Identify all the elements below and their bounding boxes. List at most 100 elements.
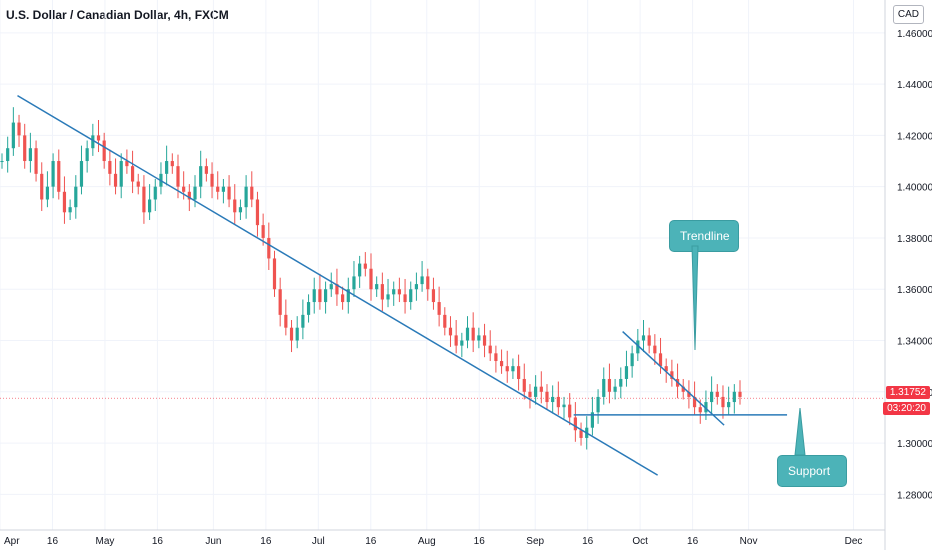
candle-body [465, 327, 470, 341]
candle-body [443, 314, 447, 328]
candle-body [346, 289, 350, 303]
last-price-label: 1.31752 [885, 386, 930, 399]
candle-body [522, 378, 526, 392]
candle-body [34, 148, 38, 174]
y-tick-label: 1.34000 [897, 337, 932, 348]
candle-body [556, 396, 560, 408]
x-tick-label: 16 [47, 536, 59, 547]
x-tick-label: Oct [632, 536, 648, 547]
candle-body [624, 366, 629, 379]
candle-body [96, 135, 101, 141]
candle-body [238, 207, 243, 213]
candle-body [488, 345, 492, 354]
candle-body [306, 302, 311, 315]
candle-body [170, 161, 174, 167]
candle-body [573, 417, 577, 431]
candle-body [227, 186, 231, 200]
y-tick-label: 1.38000 [897, 234, 932, 245]
candles [0, 107, 742, 450]
candle-body [148, 199, 152, 213]
candle-body [153, 186, 157, 200]
candle-body [636, 340, 640, 354]
candle-body [62, 191, 67, 213]
candle-body [670, 371, 674, 379]
candle-body [244, 186, 248, 208]
x-tick-label: Dec [845, 536, 863, 547]
y-tick-label: 1.30000 [897, 439, 932, 450]
candle-body [505, 366, 509, 372]
y-tick-label: 1.42000 [897, 131, 932, 142]
candle-body [630, 353, 634, 367]
y-tick-label: 1.28000 [897, 490, 932, 501]
candle-body [528, 391, 532, 397]
candle-body [0, 161, 4, 163]
candle-body [715, 391, 719, 397]
candle-body [341, 294, 345, 303]
candle-body [57, 161, 61, 192]
candle-body [6, 148, 10, 162]
x-tick-label: 16 [365, 536, 377, 547]
candle-body [369, 268, 373, 290]
short-trendline[interactable] [622, 330, 725, 426]
countdown-label: 03:20:20 [883, 402, 930, 415]
candle-body [204, 166, 208, 174]
candle-body [45, 186, 50, 200]
currency-button[interactable]: CAD [892, 5, 924, 24]
candle-body [113, 173, 118, 187]
candle-body [499, 361, 504, 367]
y-tick-label: 1.44000 [897, 80, 932, 91]
candle-body [125, 161, 129, 167]
candle-body [664, 366, 668, 372]
candle-body [386, 294, 390, 300]
candle-body [312, 289, 316, 303]
x-tick-label: 16 [152, 536, 164, 547]
candle-body [142, 186, 146, 213]
candle-body [579, 430, 583, 438]
x-tick-label: 16 [582, 536, 594, 547]
candle-body [534, 386, 538, 397]
candle-body [448, 327, 453, 336]
candle-body [727, 402, 731, 408]
x-tick-label: 16 [260, 536, 272, 547]
y-axis: 1.46000 1.44000 1.42000 1.40000 1.38000 1.360… [884, 0, 932, 550]
candle-body [352, 276, 356, 290]
candle-body [51, 161, 55, 187]
candle-body [658, 353, 663, 367]
y-tick-label: 1.36000 [897, 285, 932, 296]
x-tick-label: Nov [740, 536, 758, 547]
candle-body [460, 340, 464, 346]
long-trendline[interactable] [17, 94, 659, 476]
candle-body [596, 396, 600, 413]
x-tick-label: Apr [4, 536, 20, 547]
candle-body [590, 412, 594, 428]
candle-body [23, 135, 27, 162]
candle-body [641, 335, 646, 341]
candle-body [182, 186, 186, 192]
y-tick-label: 1.40000 [897, 183, 932, 194]
candle-body [562, 404, 566, 408]
candle-body [409, 289, 413, 303]
candle-body [482, 335, 487, 346]
x-axis: Apr 16 May 16 Jun 16 Jul 16 Aug 16 Sep 16 Oct 16 Nov De… [0, 529, 885, 547]
candle-body [414, 284, 419, 290]
candle-body [108, 161, 112, 174]
candle-body [187, 191, 191, 200]
candle-body [363, 263, 367, 269]
candle-body [272, 258, 277, 290]
candle-body [74, 186, 78, 208]
candle-body [278, 289, 282, 315]
candle-body [698, 407, 702, 413]
candle-body [216, 186, 220, 192]
candle-body [431, 289, 436, 303]
candle-body [602, 378, 606, 397]
x-tick-label: Sep [526, 536, 544, 547]
x-tick-label: 16 [687, 536, 699, 547]
candle-body [732, 391, 736, 403]
candle-body [392, 289, 396, 295]
x-tick-label: 16 [474, 536, 486, 547]
candle-body [545, 391, 549, 403]
y-tick-label: 1.46000 [897, 29, 932, 40]
candle-body [517, 366, 521, 379]
candle-body [335, 284, 339, 295]
